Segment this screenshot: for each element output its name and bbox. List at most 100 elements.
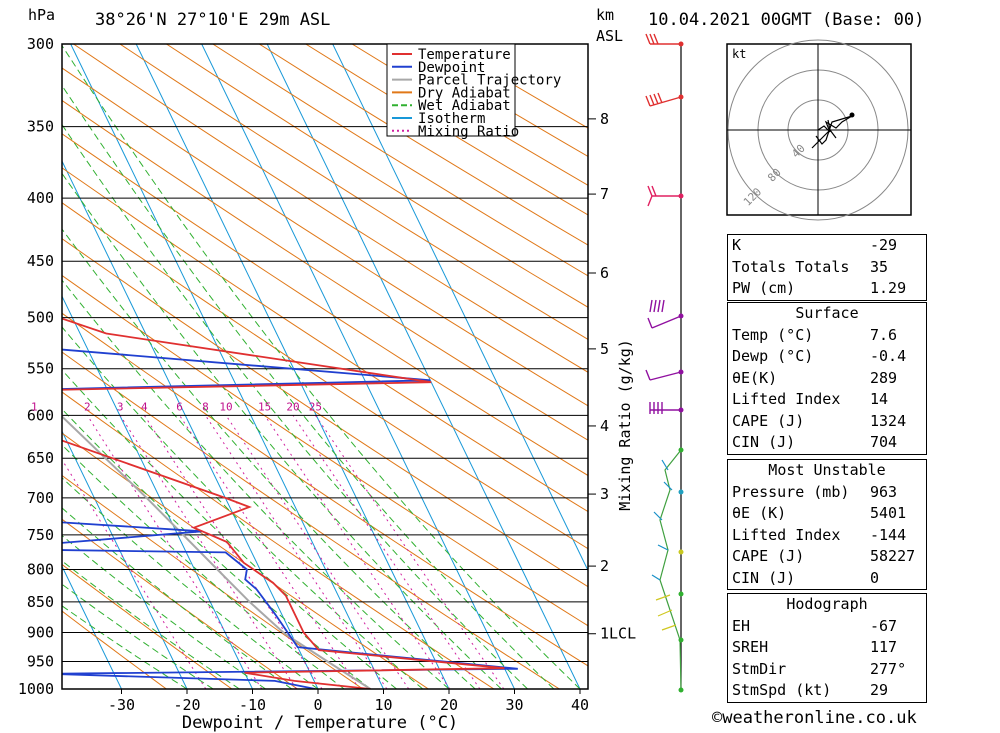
surface-temp-value: 7.6 [870,325,898,344]
pressure-tick-label: 500 [27,309,54,327]
altitude-km-ticks: 8 7 6 5 4 3 2 1LCL [588,110,636,643]
totals-value: 35 [870,257,889,276]
mixing-ratio-line [62,458,207,689]
isotherm-line [62,565,122,689]
surface-dewp-label: Dewp (°C) [732,347,814,365]
mu-li-label: Lifted Index [732,525,841,544]
temp-tick-label: 0 [313,696,322,714]
hodograph-params-title: Hodograph [786,595,868,613]
wind-dot-300 [678,41,684,47]
sounding-datetime: 10.04.2021 00GMT (Base: 00) [648,10,925,30]
mixing-ratio-label: 10 [219,400,232,413]
pressure-tick-label: 600 [27,406,54,424]
isotherm-line [62,430,188,689]
dry-adiabat [62,610,167,689]
temp-tick-label: 20 [440,696,458,714]
wind-dot-400 [678,193,684,199]
mixing-ratio-label: 25 [309,400,322,413]
surface-title: Surface [795,304,859,322]
surface-li-label: Lifted Index [732,390,841,408]
stmspd-label: StmSpd (kt) [732,681,832,699]
hodograph: kt 40 80 120 [726,39,912,221]
hodograph-trace [815,115,853,145]
wet-adiabat [62,560,240,689]
dry-adiabat [258,44,588,246]
wind-dot-350 [678,94,684,100]
pressure-tick-label: 900 [27,624,54,642]
dry-adiabat [212,44,588,277]
most-unstable-panel: Most Unstable Pressure (mb) 963 θE (K) 540… [727,459,927,590]
wind-dot-650 [678,447,684,453]
wind-dot-850 [678,591,684,597]
pressure-tick-label: 850 [27,593,54,611]
wet-adiabat [62,408,371,689]
wet-adiabat [62,326,424,689]
temperature-tick-labels: -30 -20 -10 0 10 20 30 40 [108,689,589,714]
wet-adiabat [62,44,581,689]
mu-theta-value: 5401 [870,504,907,522]
mixing-ratio-line [86,415,263,689]
wind-dot-700 [678,489,684,495]
wind-barb-surface-flags [655,594,677,631]
pw-value: 1.29 [870,279,907,297]
surface-dewp-value: -0.4 [870,347,907,365]
mixing-ratio-line [292,415,481,689]
dry-adiabat [62,432,429,689]
temp-tick-label: 40 [571,696,589,714]
mu-cin-value: 0 [870,568,880,587]
wet-adiabat [62,507,293,689]
pressure-tick-label: 400 [27,189,54,207]
eh-label: EH [732,616,751,635]
mixing-ratio-line [264,415,451,689]
legend-label: Mixing Ratio [418,124,519,140]
surface-cin-label: CIN (J) [732,433,796,451]
temp-tick-label: -30 [108,696,135,714]
credit-link[interactable]: ©weatheronline.co.uk [712,708,917,728]
km-label: km [596,6,614,24]
wind-barb-lower-trace [659,449,682,691]
pressure-tick-label: 550 [27,360,54,378]
storm-motion-marker [811,119,837,149]
wind-dot-550 [678,369,684,375]
pressure-tick-label: 700 [27,489,54,507]
legend-label: Wet Adiabat [418,98,511,114]
mixing-ratio-label: 4 [141,400,148,413]
temperature-line [62,317,505,689]
pressure-tick-label: 450 [27,252,54,270]
pressure-tick-label: 1000 [18,680,54,698]
mixing-ratio-label: 15 [258,400,271,413]
wind-barb-300 [645,33,681,45]
mixing-ratio-label: 1 [31,400,38,413]
hodograph-top-point [849,112,855,118]
dry-adiabat [119,44,588,340]
pressure-tick-labels: 300 350 400 450 500 550 600 650 700 750 800 850 900 9… [18,35,54,698]
wind-barb-400 [647,185,681,207]
dry-adiabat [62,518,298,689]
km-tick-label: 6 [600,264,609,282]
surface-panel: Surface Temp (°C) 7.6 Dewp (°C) -0.4 θE(K)… [727,302,927,455]
mu-pressure-value: 963 [870,482,898,501]
wet-adiabat [62,123,528,689]
surface-cin-value: 704 [870,433,898,451]
km-tick-label: 1LCL [600,625,636,643]
isotherm-line [266,44,581,689]
legend-label: Dry Adiabat [418,85,511,101]
x-axis-title: Dewpoint / Temperature (°C) [182,713,458,733]
temp-tick-label: 30 [505,696,523,714]
isotherm-line [70,44,384,689]
km-tick-label: 5 [600,340,609,358]
sreh-value: 117 [870,638,898,656]
wind-barb-550 [645,369,682,381]
temp-tick-label: -10 [239,696,266,714]
wind-barb-600 [649,402,681,414]
wind-barb-lower-flags [651,459,673,581]
pressure-tick-label: 300 [27,35,54,53]
dry-adiabat [62,312,588,667]
wind-dot-1000 [678,687,684,693]
dry-adiabat [166,44,588,308]
wet-adiabat [62,172,502,689]
sreh-label: SREH [732,638,769,656]
mu-pressure-label: Pressure (mb) [732,482,850,501]
dewpoint-line [62,348,518,689]
asl-label: ASL [596,27,623,45]
